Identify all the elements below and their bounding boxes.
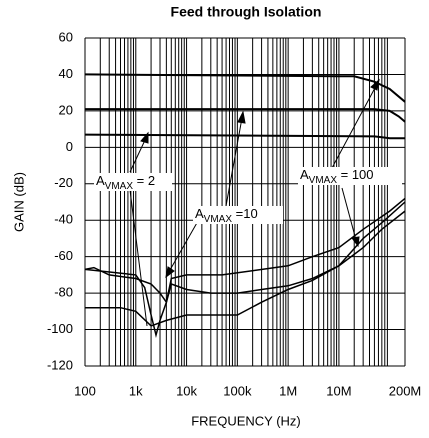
y-tick-label: -20 — [54, 175, 73, 190]
annotation-rest: = 2 — [133, 173, 155, 188]
annotation-rest: =10 — [232, 206, 258, 221]
x-axis-label: FREQUENCY (Hz) — [191, 413, 301, 428]
y-tick-label: 40 — [59, 66, 73, 81]
series-line — [84, 73, 406, 103]
x-tick-label: 1M — [279, 383, 297, 398]
annotation: AVMAX = 100 — [300, 167, 374, 185]
annotation-box — [94, 173, 172, 191]
x-tick-label: 200M — [389, 383, 422, 398]
series-line — [84, 197, 406, 338]
y-axis-label: GAIN (dB) — [11, 172, 26, 232]
annotation-main: A — [195, 206, 204, 221]
y-tick-label: -60 — [54, 248, 73, 263]
y-tick-label: 60 — [59, 29, 73, 44]
x-tick-label: 1k — [129, 383, 143, 398]
annotation: AVMAX =10 — [195, 206, 258, 224]
annotation-sub: VMAX — [105, 181, 134, 192]
annotation-main: A — [96, 173, 105, 188]
series-line — [85, 108, 406, 123]
series-line — [84, 210, 406, 304]
annotation-main: A — [300, 167, 309, 182]
y-tick-label: -100 — [47, 321, 73, 336]
x-tick-label: 100 — [74, 383, 96, 398]
y-tick-label: 0 — [66, 139, 73, 154]
y-tick-label: -120 — [47, 357, 73, 372]
annotation-sub: VMAX — [309, 175, 338, 186]
grid: -120 -100 -80 -60 -40 -20 0 20 40 60 100 1k 10k 100k 1… — [47, 29, 421, 398]
chart-title: Feed through Isolation — [171, 4, 322, 20]
annotation-box — [193, 206, 283, 224]
y-tick-label: 20 — [59, 102, 73, 117]
series-line — [85, 201, 406, 327]
arrows — [129, 78, 380, 327]
y-tick-label: -40 — [54, 212, 73, 227]
annotation-rest: = 100 — [337, 167, 374, 182]
annotation-sub: VMAX — [204, 214, 233, 225]
annotation: AVMAX = 2 — [96, 173, 155, 191]
y-tick-label: -80 — [54, 285, 73, 300]
x-tick-label: 10M — [326, 383, 351, 398]
annotation-box — [298, 167, 402, 185]
lines — [84, 73, 406, 338]
x-tick-label: 10k — [176, 383, 197, 398]
series-line — [84, 133, 405, 140]
x-tick-label: 100k — [223, 383, 252, 398]
